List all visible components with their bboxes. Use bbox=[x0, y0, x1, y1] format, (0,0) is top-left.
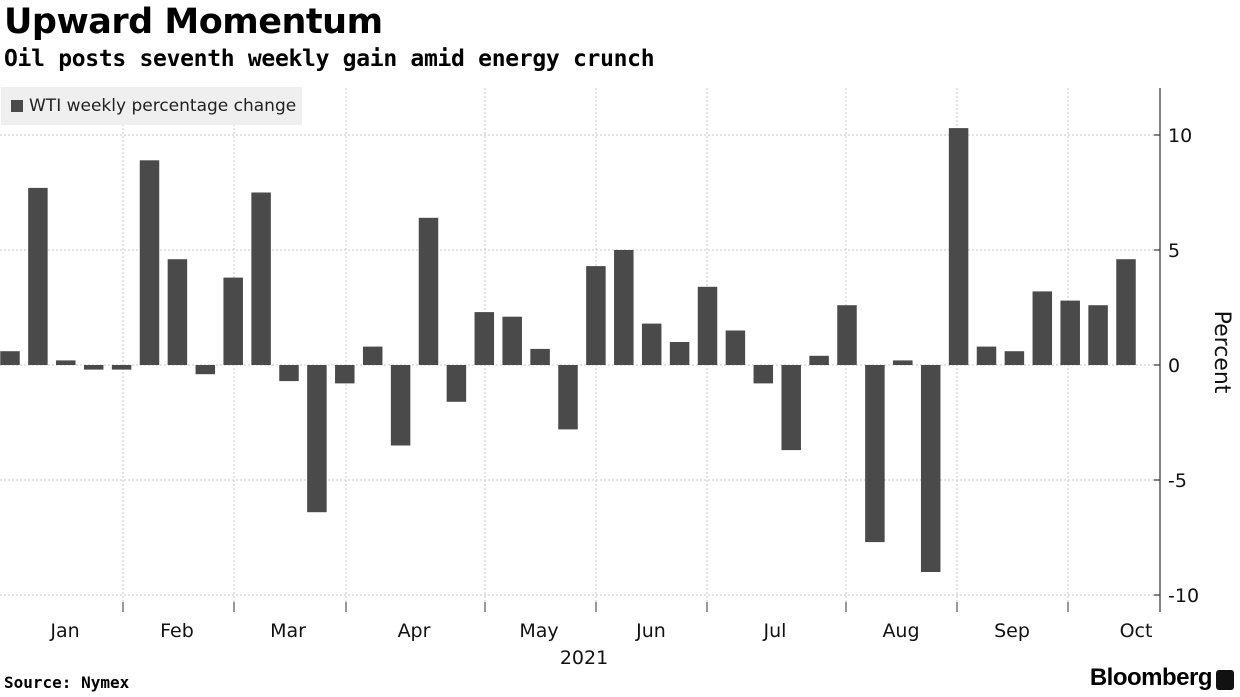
bar bbox=[837, 305, 857, 365]
year-label: 2021 bbox=[560, 647, 608, 669]
y-tick-label: 5 bbox=[1168, 240, 1180, 262]
bar bbox=[920, 365, 941, 572]
bar bbox=[279, 365, 299, 382]
x-tick-label: Jul bbox=[763, 620, 787, 642]
bar bbox=[809, 355, 829, 365]
bar bbox=[781, 365, 801, 451]
brand-logo: Bloomberg bbox=[1089, 664, 1213, 691]
bar bbox=[335, 365, 355, 384]
bar bbox=[893, 360, 913, 365]
bar bbox=[251, 192, 271, 365]
source-note: Source: Nymex bbox=[4, 673, 130, 692]
x-tick-label: Mar bbox=[270, 620, 306, 642]
x-tick-label: May bbox=[519, 620, 558, 642]
x-tick-label: Apr bbox=[398, 620, 431, 642]
bar bbox=[558, 365, 578, 430]
bar bbox=[307, 365, 327, 513]
x-tick-label: Jun bbox=[635, 620, 666, 642]
bar bbox=[1116, 259, 1136, 365]
bar bbox=[586, 266, 606, 365]
x-tick-label: Jan bbox=[49, 620, 79, 642]
bar bbox=[865, 365, 885, 543]
x-tick-label: Oct bbox=[1120, 620, 1153, 642]
y-tick-label: 10 bbox=[1168, 125, 1192, 147]
bar bbox=[111, 365, 132, 370]
bar bbox=[641, 323, 662, 365]
bar bbox=[474, 312, 495, 365]
bar bbox=[1004, 351, 1025, 365]
bar bbox=[223, 277, 243, 365]
y-tick-label: 0 bbox=[1168, 355, 1180, 377]
bar bbox=[697, 286, 718, 365]
bar bbox=[976, 346, 997, 365]
x-tick-label: Sep bbox=[994, 620, 1030, 642]
legend: WTI weekly percentage change bbox=[1, 87, 302, 125]
bar bbox=[446, 365, 467, 402]
bar bbox=[725, 330, 746, 365]
bar bbox=[139, 160, 160, 365]
y-tick-label: -5 bbox=[1168, 470, 1187, 492]
bar bbox=[1060, 300, 1080, 365]
y-tick-label: -10 bbox=[1168, 585, 1199, 607]
bar bbox=[0, 351, 20, 365]
bar bbox=[1032, 291, 1053, 365]
bar bbox=[56, 360, 76, 365]
chart-subtitle: Oil posts seventh weekly gain amid energ… bbox=[4, 46, 655, 72]
chart-title: Upward Momentum bbox=[4, 2, 383, 42]
bar bbox=[753, 365, 774, 384]
bar bbox=[195, 365, 216, 375]
bar bbox=[418, 217, 439, 365]
bar bbox=[502, 316, 522, 365]
bar bbox=[1088, 305, 1108, 365]
legend-swatch bbox=[11, 100, 23, 112]
y-axis-title: Percent bbox=[1209, 311, 1234, 394]
bar bbox=[28, 187, 48, 365]
bar bbox=[83, 365, 104, 370]
bar bbox=[362, 346, 383, 365]
bar bbox=[167, 259, 188, 365]
bar bbox=[614, 250, 634, 365]
legend-label: WTI weekly percentage change bbox=[29, 96, 297, 116]
bar bbox=[669, 342, 690, 365]
bar bbox=[390, 365, 411, 446]
bar bbox=[948, 128, 969, 365]
bar bbox=[530, 348, 550, 365]
x-tick-label: Feb bbox=[160, 620, 194, 642]
x-tick-label: Aug bbox=[882, 620, 919, 642]
bloomberg-icon bbox=[1216, 670, 1234, 690]
